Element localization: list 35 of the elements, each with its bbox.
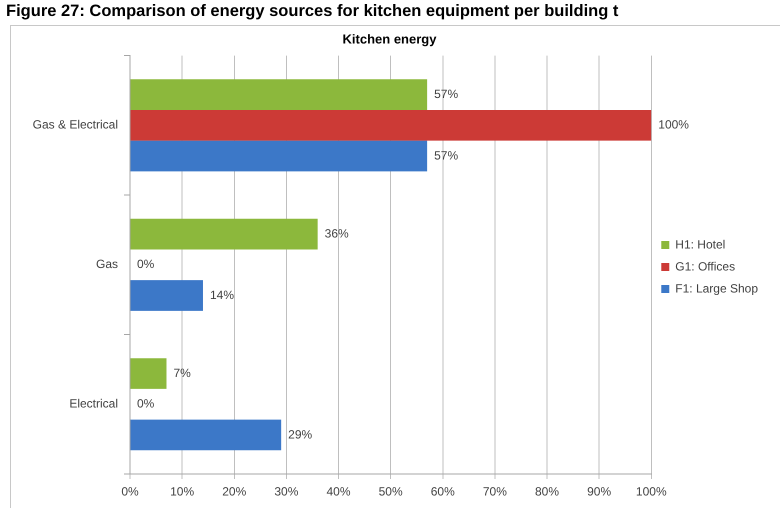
y-tick-label: Electrical xyxy=(69,396,118,411)
bar xyxy=(130,110,652,141)
data-label: 7% xyxy=(173,366,192,380)
bar xyxy=(130,218,318,250)
x-tick-label: 20% xyxy=(222,484,247,499)
bar xyxy=(130,280,203,311)
data-label: 57% xyxy=(434,86,458,101)
bar xyxy=(130,140,428,172)
x-tick-label: 30% xyxy=(274,484,299,499)
chart-title: Figure 27: Comparison of energy sources for kitchen equipment per building t xyxy=(5,1,620,22)
legend-label: G1: Offices xyxy=(675,259,736,274)
data-label: 100% xyxy=(658,118,690,132)
y-tick-label: Gas xyxy=(96,257,118,272)
legend-label: F1: Large Shop xyxy=(675,281,758,296)
y-tick-label: Gas & Electrical xyxy=(32,118,118,132)
x-tick-label: 90% xyxy=(587,484,612,499)
x-tick-label: 40% xyxy=(326,484,351,499)
x-tick-label: 50% xyxy=(378,484,403,499)
data-label: 57% xyxy=(434,148,458,162)
x-tick-label: 80% xyxy=(535,484,560,499)
chart-subtitle: Kitchen energy xyxy=(342,31,438,46)
data-label: 36% xyxy=(324,226,350,240)
data-label: 29% xyxy=(288,427,313,442)
x-tick-label: 0% xyxy=(121,484,139,499)
bar xyxy=(130,358,166,389)
data-label: 14% xyxy=(210,288,234,302)
x-tick-label: 10% xyxy=(170,484,194,499)
x-tick-label: 60% xyxy=(430,484,456,499)
data-label: 0% xyxy=(137,396,155,411)
bar xyxy=(130,79,428,110)
bar xyxy=(130,420,282,450)
x-tick-label: 100% xyxy=(636,484,667,499)
legend-label: H1: Hotel xyxy=(675,237,726,252)
data-label: 0% xyxy=(137,257,155,272)
x-tick-label: 70% xyxy=(482,484,508,499)
